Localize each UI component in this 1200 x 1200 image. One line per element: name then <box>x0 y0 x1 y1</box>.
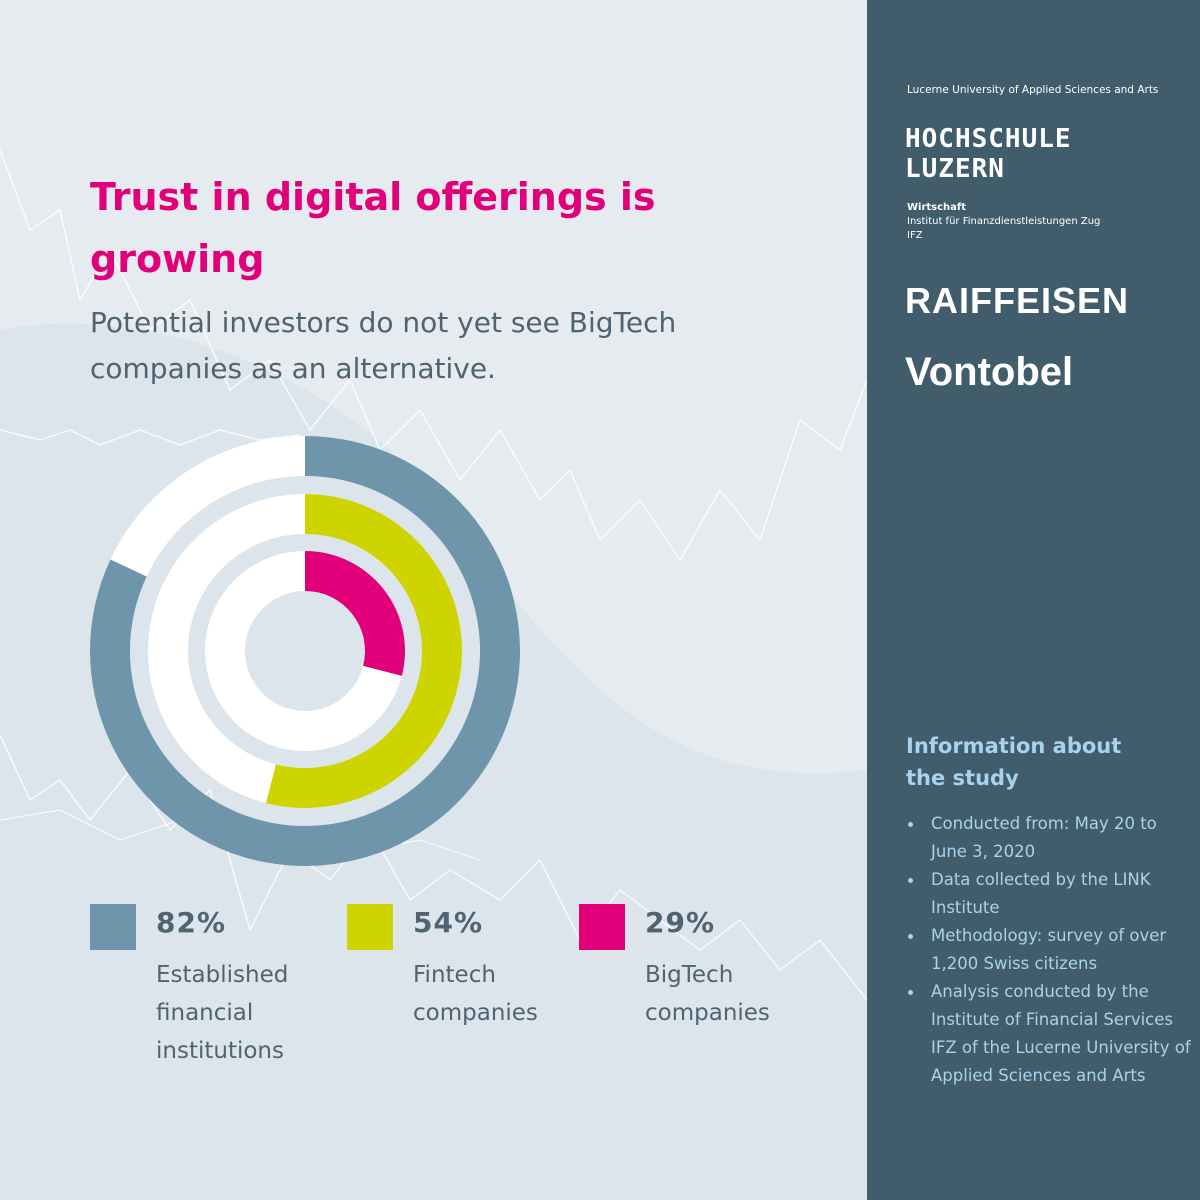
vontobel-logo: Vontobel <box>905 350 1074 394</box>
sidebar: Lucerne University of Applied Sciences a… <box>867 0 1200 1200</box>
hslu-logo-line1: HOCHSCHULE <box>905 124 1072 154</box>
department-abbrev: IFZ <box>907 230 923 241</box>
background-line <box>0 429 301 446</box>
legend-percent: 29% <box>645 906 716 939</box>
info-list-item: Methodology: survey of over 1,200 Swiss … <box>906 922 1191 978</box>
department-institute: Institut für Finanzdienstleistungen Zug <box>907 216 1101 227</box>
legend-label: Fintech companies <box>413 962 538 1026</box>
legend-swatch <box>579 904 625 950</box>
page-subtitle: Potential investors do not yet see BigTe… <box>90 306 677 385</box>
legend-percent: 82% <box>156 906 227 939</box>
hslu-logo-line2: LUZERN <box>905 154 1005 184</box>
background-line <box>0 149 867 562</box>
hslu-department: Wirtschaft Institut für Finanzdienstleis… <box>907 201 1187 243</box>
hslu-logo: HOCHSCHULE LUZERN <box>905 124 1165 184</box>
info-heading: Information about the study <box>906 734 1122 790</box>
info-list: Conducted from: May 20 to June 3, 2020 D… <box>906 810 1191 1090</box>
ring-segment-fintech-companies <box>265 494 463 808</box>
legend-swatch <box>347 904 393 950</box>
legend-percent: 54% <box>413 906 484 939</box>
info-list-item: Analysis conducted by the Institute of F… <box>906 978 1191 1090</box>
hslu-tagline: Lucerne University of Applied Sciences a… <box>907 84 1159 96</box>
raiffeisen-logo: RAIFFEISEN <box>905 280 1130 321</box>
legend-swatch <box>90 904 136 950</box>
background-line <box>0 734 867 1001</box>
department-name: Wirtschaft <box>907 202 967 213</box>
legend-label: BigTech companies <box>645 962 770 1026</box>
info-list-item: Conducted from: May 20 to June 3, 2020 <box>906 810 1191 866</box>
info-list-item: Data collected by the LINK Institute <box>906 866 1191 922</box>
page-title: Trust in digital offerings is growing <box>90 175 656 281</box>
ring-chart <box>89 436 520 866</box>
ring-segment-bigtech-companies <box>305 551 405 676</box>
legend-label: Established financial institutions <box>156 962 289 1064</box>
